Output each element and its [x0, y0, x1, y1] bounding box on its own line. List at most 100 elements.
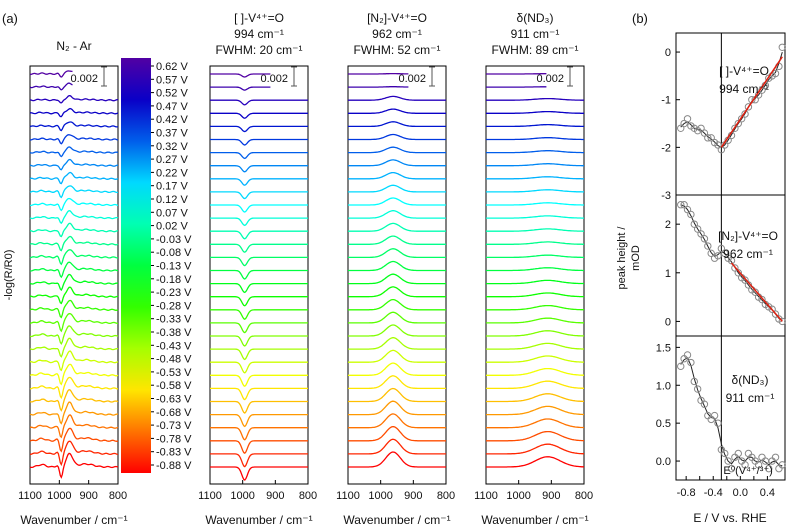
panel-b-point-1-17 — [734, 269, 742, 277]
panel-b-point-2-7 — [700, 400, 709, 408]
colorbar-label-3: 0.47 V — [156, 101, 188, 113]
panel-b-ylabel-line2: mOD — [630, 245, 642, 271]
panel-a-xtick-label-0-1: 1000 — [47, 490, 71, 502]
spectrum-0-1 — [29, 82, 73, 91]
colorbar-label-14: -0.08 V — [156, 247, 192, 259]
spectrum-2-15 — [348, 260, 446, 272]
spectrum-0-16 — [29, 273, 119, 292]
panel-b-point-1-8 — [704, 242, 712, 250]
panel-b-label-0-0: [ ]-V⁴⁺=O — [719, 64, 769, 78]
panel-label-b: (b) — [632, 11, 648, 26]
panel-a-xlabel-0: Wavenumber / cm⁻¹ — [20, 513, 127, 527]
panel-b-point-2-14 — [724, 457, 732, 465]
colorbar-label-19: -0.33 V — [156, 314, 192, 326]
spectrum-1-28 — [210, 440, 308, 455]
spectrum-3-2 — [486, 97, 584, 101]
panel-b-point-0-17 — [734, 119, 742, 128]
panel-b-point-2-11 — [714, 419, 722, 427]
panel-a-xtick-label-0-0: 1100 — [18, 490, 42, 502]
panel-b-ytick-label-2-2: 0.5 — [656, 418, 671, 430]
colorbar-label-15: -0.13 V — [156, 261, 192, 273]
spectrum-0-17 — [30, 286, 119, 305]
spectrum-1-17 — [210, 296, 308, 307]
panel-b-point-1-5 — [693, 225, 702, 233]
colorbar-label-7: 0.27 V — [156, 154, 188, 166]
spectrum-1-18 — [210, 309, 308, 320]
panel-b-point-1-16 — [731, 264, 739, 272]
colorbar-label-18: -0.28 V — [156, 300, 192, 312]
colorbar-label-20: -0.38 V — [156, 327, 192, 339]
spectrum-2-2 — [348, 95, 446, 101]
panel-b-point-1-19 — [741, 276, 749, 284]
spectrum-2-13 — [348, 235, 446, 245]
spectrum-2-11 — [348, 210, 446, 219]
spectrum-3-10 — [486, 202, 584, 206]
spectrum-1-27 — [210, 427, 308, 441]
panel-b-point-0-20 — [744, 103, 753, 111]
spectrum-2-3 — [348, 108, 446, 114]
panel-b-point-2-17 — [734, 449, 742, 458]
spectrum-2-9 — [348, 184, 446, 193]
spectrum-2-23 — [348, 362, 446, 376]
spectrum-0-12 — [29, 222, 119, 238]
panel-a-xlabel-3: Wavenumber / cm⁻¹ — [481, 513, 588, 527]
spectrum-3-6 — [486, 150, 584, 154]
spectrum-3-25 — [486, 393, 584, 403]
spectrum-3-15 — [486, 267, 584, 272]
spectrum-0-23 — [29, 363, 119, 386]
panel-a-col-title-3-1: 911 cm⁻¹ — [511, 27, 560, 41]
spectrum-1-4 — [210, 125, 308, 133]
panel-a-frame-3 — [485, 65, 585, 485]
spectrum-1-12 — [210, 230, 308, 240]
spectrum-0-7 — [29, 158, 119, 171]
panel-b-label-2-1: 911 cm⁻¹ — [726, 391, 775, 405]
colorbar-label-21: -0.43 V — [156, 340, 192, 352]
panel-b-point-1-11 — [714, 252, 722, 260]
panel-b-point-1-24 — [758, 295, 766, 304]
spectrum-1-19 — [210, 322, 308, 334]
spectrum-0-27 — [29, 414, 119, 439]
panel-b-point-1-6 — [697, 230, 705, 238]
panel-b-point-1-0 — [677, 201, 685, 209]
spectrum-0-14 — [29, 249, 118, 266]
panel-b-point-0-1 — [680, 119, 688, 128]
panel-b-point-0-7 — [700, 129, 709, 137]
panel-a-col-title-1-2: FWHM: 20 cm⁻¹ — [216, 43, 303, 57]
spectrum-1-22 — [210, 361, 308, 374]
panel-b-frame-0 — [675, 32, 786, 196]
panel-b-point-2-3 — [687, 358, 695, 367]
panel-a-col-title-0-0: N₂ - Ar — [56, 39, 91, 53]
panel-b-point-1-1 — [680, 201, 688, 209]
spectrum-3-30 — [486, 456, 585, 468]
panel-b-point-0-16 — [731, 124, 739, 132]
panel-b-ytick-label-1-0: 2 — [665, 219, 671, 231]
panel-a-frame-2 — [347, 65, 447, 485]
panel-b-vline-label: E⁰(V⁴⁺/³⁺) — [723, 465, 772, 477]
spectrum-0-29 — [29, 440, 119, 467]
spectrum-0-5 — [29, 134, 119, 145]
panel-b-point-2-24 — [758, 453, 766, 461]
panel-a-col-title-3-2: FWHM: 89 cm⁻¹ — [492, 43, 579, 57]
spectrum-1-26 — [210, 413, 308, 428]
panel-b-point-0-18 — [737, 115, 746, 123]
panel-b-ytick-label-1-2: 0 — [665, 316, 671, 328]
spectrum-3-28 — [486, 430, 585, 442]
spectrum-2-26 — [348, 400, 446, 416]
spectrum-1-5 — [210, 138, 308, 146]
spectrum-2-10 — [348, 197, 446, 206]
spectrum-3-19 — [486, 317, 584, 324]
panel-b-point-2-4 — [690, 377, 698, 386]
panel-a-xtick-label-1-2: 900 — [266, 490, 284, 502]
spectrum-1-2 — [210, 99, 308, 106]
spectrum-2-14 — [348, 248, 446, 259]
panel-b-ytick-label-0-0: 0 — [665, 47, 671, 59]
spectrum-2-17 — [348, 286, 446, 298]
spectrum-3-12 — [486, 228, 584, 232]
spectrum-1-1 — [210, 86, 271, 91]
panel-b-xlabel: E / V vs. RHE — [693, 511, 766, 525]
colorbar-label-12: 0.02 V — [156, 221, 188, 233]
panel-a-xtick-label-3-3: 800 — [575, 490, 593, 502]
spectrum-0-30 — [29, 452, 119, 479]
spectrum-0-9 — [29, 185, 119, 199]
